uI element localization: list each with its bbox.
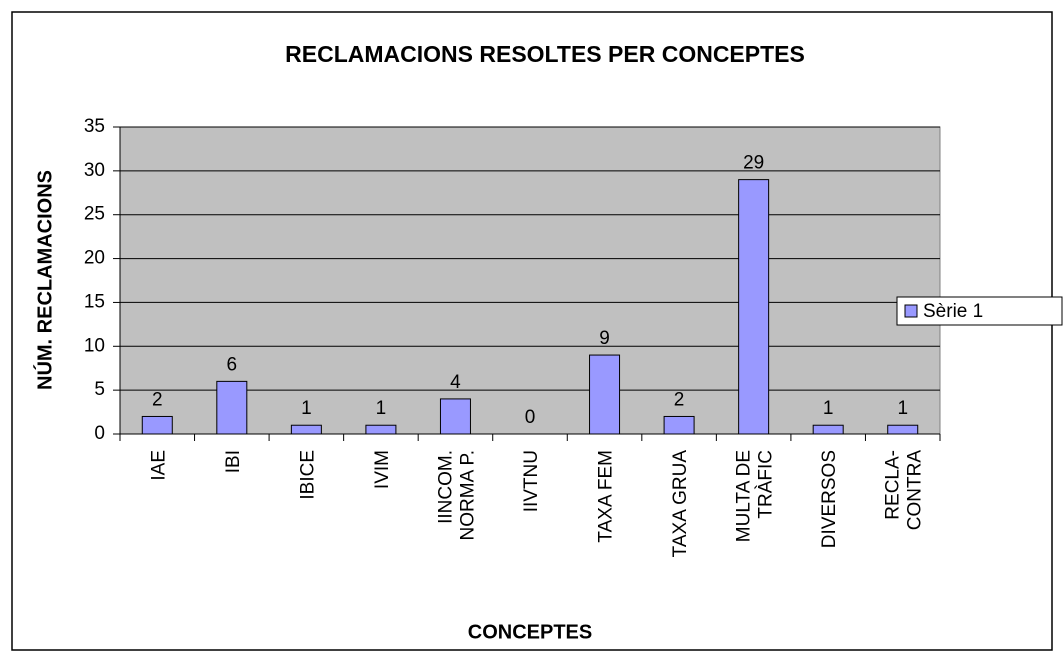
value-label: 6 [227, 354, 238, 375]
bar [589, 354, 621, 435]
bar [141, 415, 173, 435]
value-label: 2 [674, 389, 685, 410]
y-tick-label: 35 [84, 116, 105, 137]
value-label: 2 [152, 389, 163, 410]
value-label: 1 [301, 398, 312, 419]
bar [887, 424, 919, 435]
legend-swatch [904, 304, 918, 318]
x-tick-label: IIVTNU [521, 450, 542, 512]
value-label: 1 [376, 398, 387, 419]
y-tick-label: 10 [84, 335, 105, 356]
legend-label: Sèrie 1 [923, 301, 983, 322]
chart-title: RECLAMACIONS RESOLTES PER CONCEPTES [285, 41, 805, 67]
y-tick-label: 30 [84, 160, 105, 181]
value-label: 29 [743, 153, 764, 174]
bar [216, 380, 248, 435]
value-label: 9 [599, 328, 610, 349]
bar [812, 424, 844, 435]
bar [365, 424, 397, 435]
x-tick-label: MULTA DETRÀFIC [734, 450, 777, 542]
x-tick-label: RECLA-CONTRA [883, 450, 926, 531]
x-tick-label: DIVERSOS [819, 450, 840, 548]
legend-box [896, 296, 1063, 326]
x-tick-label: IINCOM.NORMA P. [435, 450, 478, 540]
x-tick-label: IBI [223, 450, 244, 473]
bar [439, 398, 471, 435]
value-label: 0 [525, 407, 536, 428]
value-label: 1 [897, 398, 908, 419]
x-tick-label: TAXA FEM [596, 450, 617, 543]
x-tick-label: TAXA GRUA [670, 450, 691, 558]
value-label: 1 [823, 398, 834, 419]
x-axis-title: CONCEPTES [468, 621, 592, 643]
y-tick-label: 20 [84, 248, 105, 269]
plot-area [119, 126, 941, 435]
x-tick-label: IVIM [372, 450, 393, 489]
y-tick-label: 5 [94, 379, 105, 400]
y-axis-title: NÚM. RECLAMACIONS [32, 170, 56, 390]
y-tick-label: 15 [84, 291, 105, 312]
x-tick-label: IAE [148, 450, 169, 481]
x-tick-label: IBICE [297, 450, 318, 500]
y-tick-label: 25 [84, 204, 105, 225]
bar [738, 179, 770, 435]
value-label: 4 [450, 372, 461, 393]
y-tick-label: 0 [94, 423, 105, 444]
bar [290, 424, 322, 435]
bar [663, 415, 695, 435]
